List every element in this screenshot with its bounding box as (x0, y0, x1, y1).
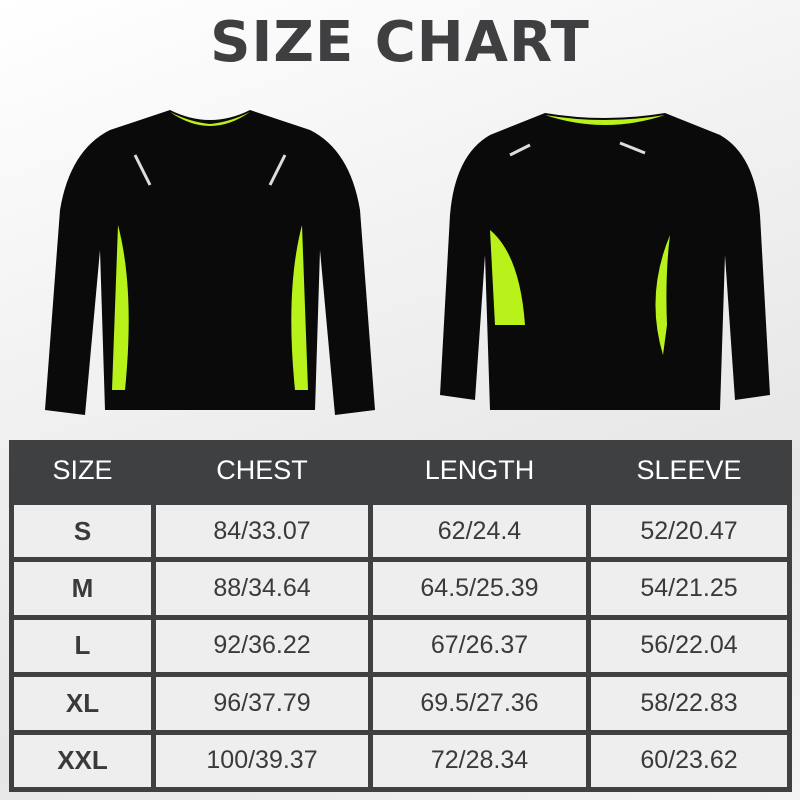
cell-size: M (14, 562, 151, 615)
size-table: SIZE CHEST LENGTH SLEEVE S 84/33.07 62/2… (9, 440, 792, 792)
cell-length: 64.5/25.39 (373, 562, 586, 615)
page-title: SIZE CHART (210, 10, 590, 75)
header-size: SIZE (52, 454, 113, 485)
shirt-front-image (45, 110, 375, 415)
cell-size: S (14, 505, 151, 558)
cell-length: 67/26.37 (373, 619, 586, 673)
cell-length: 69.5/27.36 (373, 677, 586, 730)
cell-size: L (14, 619, 151, 673)
cell-chest: 92/36.22 (156, 619, 368, 673)
cell-sleeve: 58/22.83 (591, 677, 787, 730)
header-chest: CHEST (216, 454, 308, 485)
cell-sleeve: 54/21.25 (591, 562, 787, 615)
shirt-back-image (440, 113, 770, 410)
cell-chest: 88/34.64 (156, 562, 368, 615)
cell-length: 62/24.4 (373, 505, 586, 558)
header-sleeve: SLEEVE (636, 454, 742, 485)
cell-chest: 100/39.37 (156, 734, 368, 787)
cell-size: XXL (14, 734, 151, 787)
cell-length: 72/28.34 (373, 734, 586, 787)
cell-sleeve: 60/23.62 (591, 734, 787, 787)
cell-chest: 84/33.07 (156, 505, 368, 558)
header-length: LENGTH (424, 454, 535, 485)
cell-sleeve: 52/20.47 (591, 505, 787, 558)
cell-chest: 96/37.79 (156, 677, 368, 730)
cell-size: XL (14, 677, 151, 730)
cell-sleeve: 56/22.04 (591, 619, 787, 673)
